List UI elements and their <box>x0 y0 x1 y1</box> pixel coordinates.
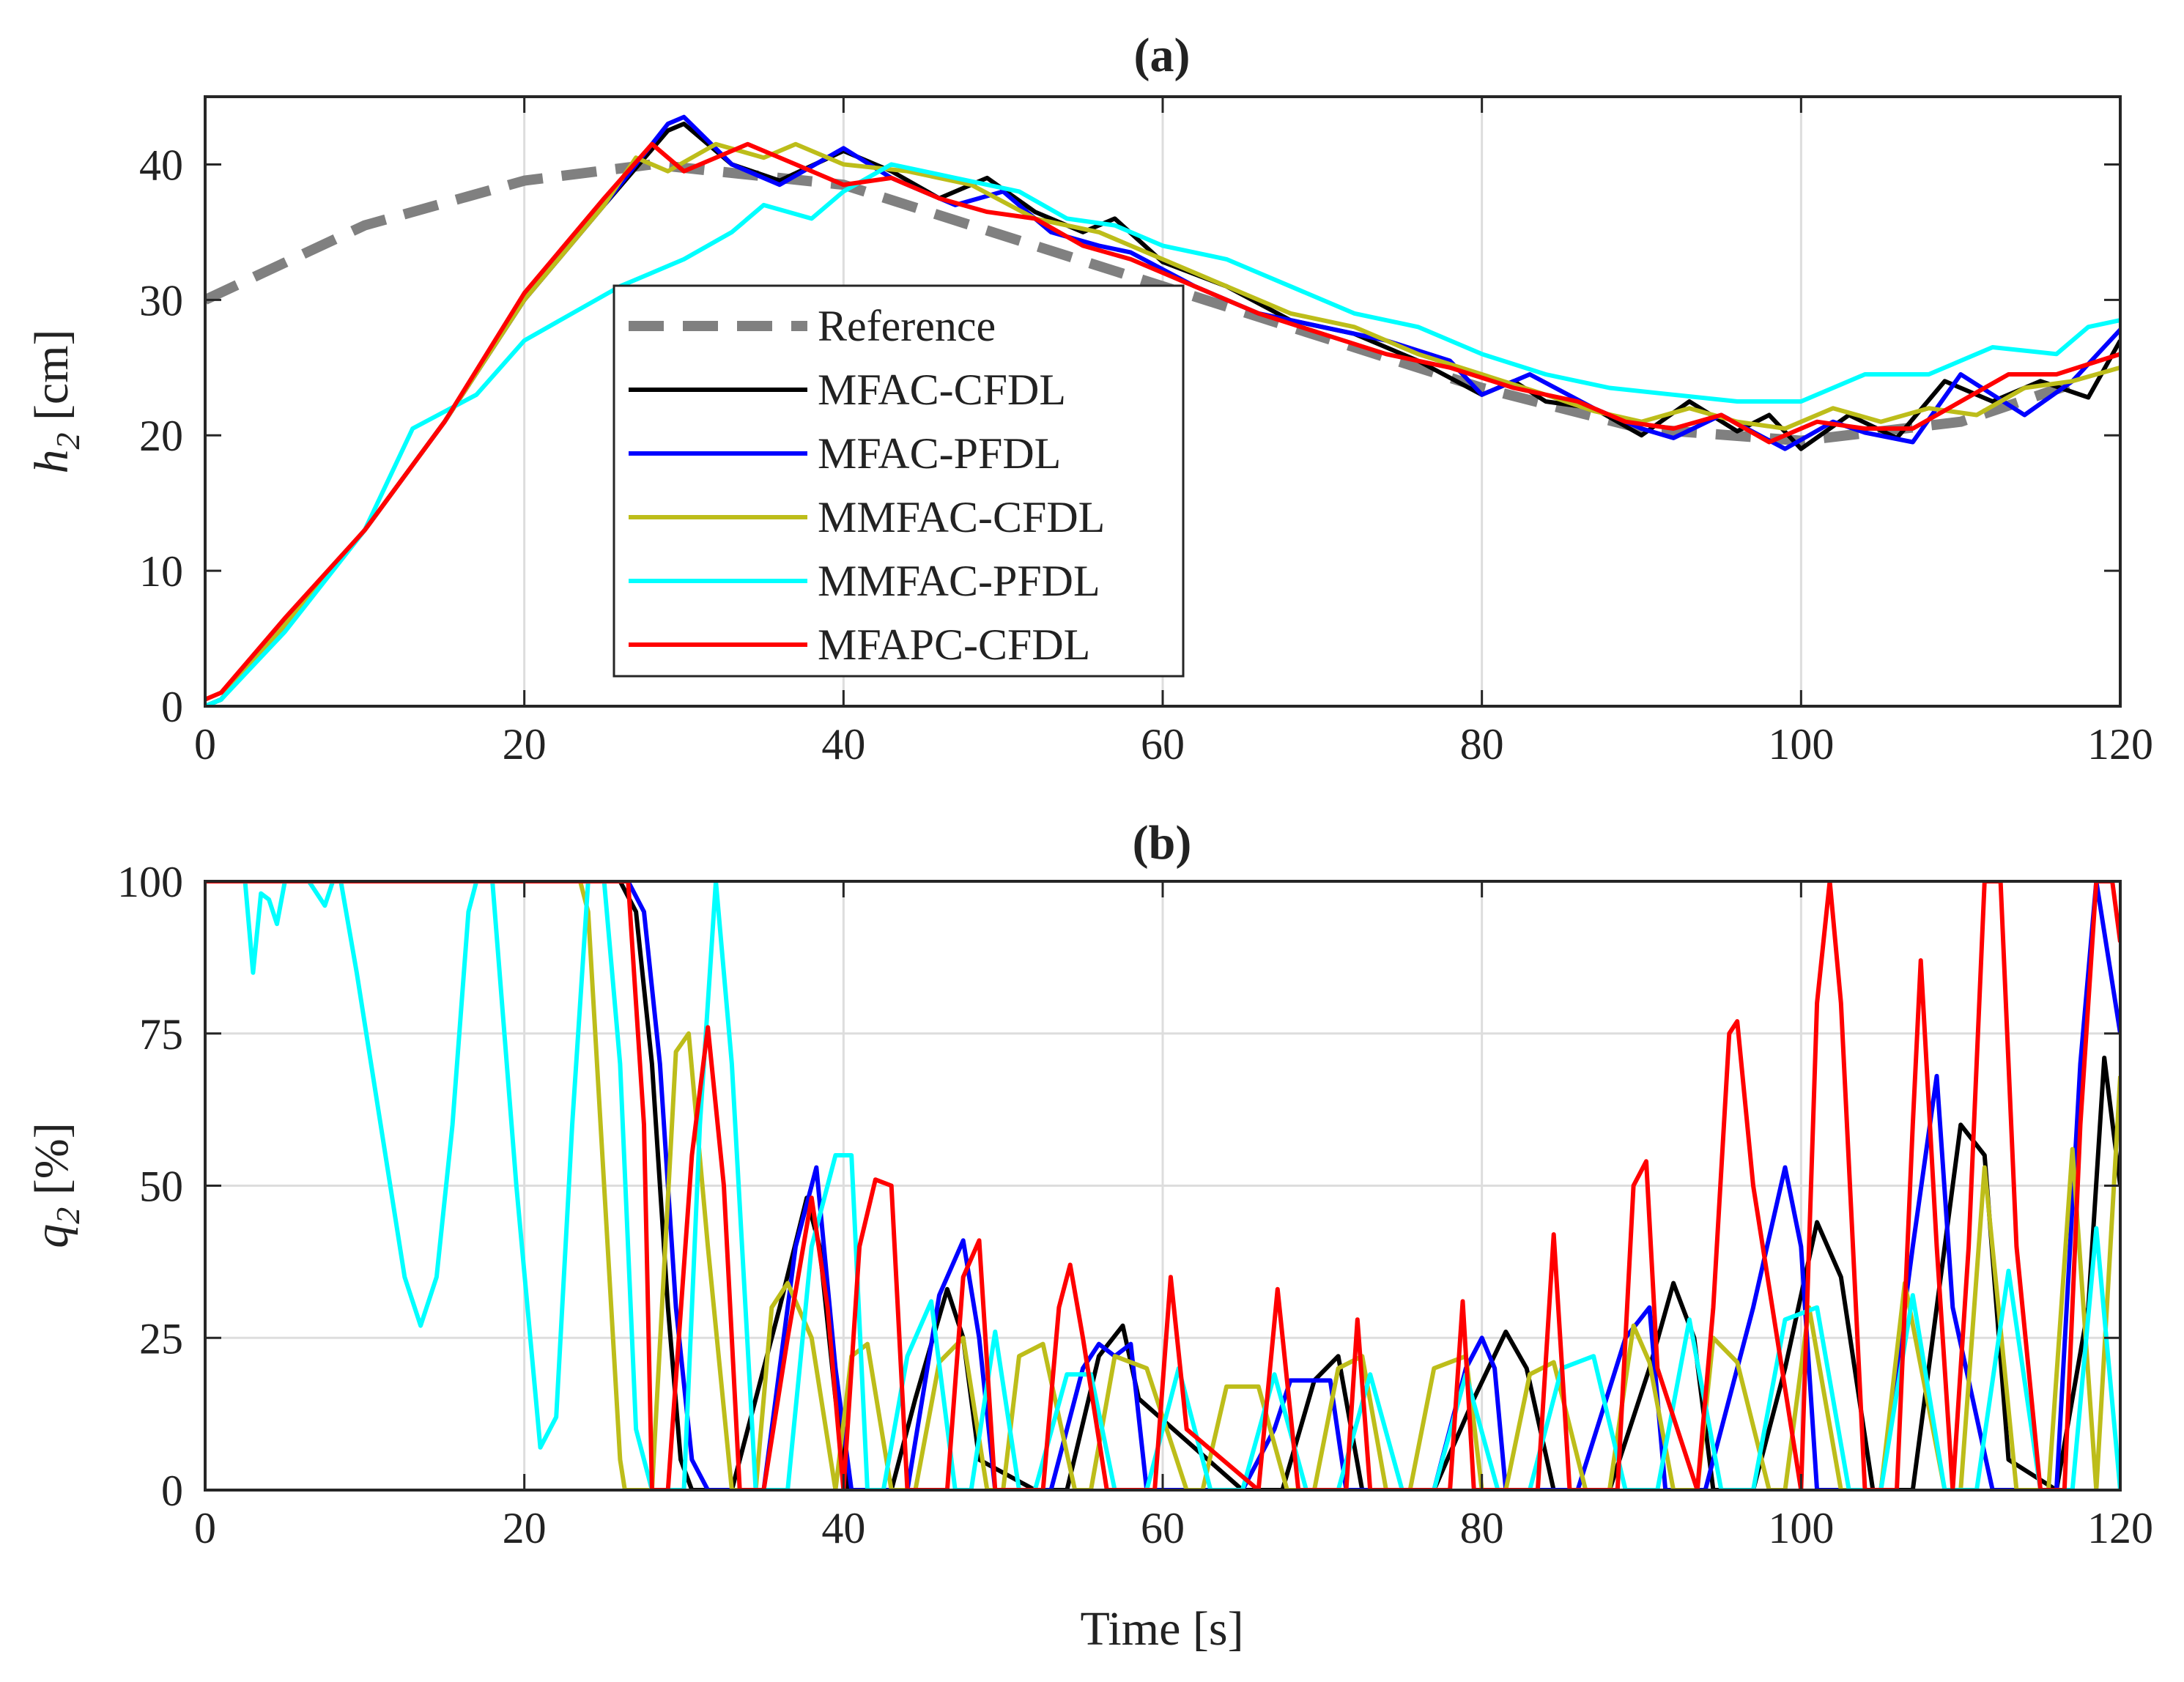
legend-label-mmfac-cfdl: MMFAC-CFDL <box>818 493 1105 541</box>
panel-b-series-mfapc-cfdl <box>205 881 2120 1490</box>
panel-b-y-label-var: q <box>25 1224 78 1248</box>
panel-a-y-tick-label-10: 10 <box>139 547 183 596</box>
panel-a-x-tick-label-100: 100 <box>1768 720 1834 768</box>
panel-b-y-ticks: 0 25 50 75 100 <box>117 858 2120 1515</box>
panel-b-plot-area <box>205 881 2120 1490</box>
panel-b-x-label: Time [s] <box>1080 1602 1243 1656</box>
panel-a-series-mmfac-cfdl <box>205 141 2120 706</box>
panel-a: (a) 0 20 40 60 80 100 120 0 10 20 30 40 h2 [cm] Re… <box>25 29 2153 768</box>
panel-b-y-tick-label-50: 50 <box>139 1163 183 1211</box>
panel-b-grid <box>205 881 2120 1490</box>
panel-a-x-tick-label-80: 80 <box>1460 720 1504 768</box>
legend-label-reference: Reference <box>818 302 996 350</box>
legend: Reference MFAC-CFDL MFAC-PFDL MMFAC-CFDL MMF… <box>612 284 1185 678</box>
panel-a-title: (a) <box>1134 29 1191 82</box>
legend-label-mfapc-cfdl: MFAPC-CFDL <box>818 620 1090 669</box>
panel-a-y-label-unit: [cm] <box>25 329 78 432</box>
legend-label-mmfac-pfdl: MMFAC-PFDL <box>818 557 1100 605</box>
panel-a-y-tick-label-0: 0 <box>161 683 183 731</box>
panel-a-x-tick-label-60: 60 <box>1141 720 1185 768</box>
panel-a-x-tick-label-0: 0 <box>194 720 216 768</box>
panel-a-x-tick-label-40: 40 <box>821 720 865 768</box>
panel-a-y-tick-label-30: 30 <box>139 276 183 325</box>
panel-b-x-tick-label-0: 0 <box>194 1504 216 1552</box>
legend-label-mfac-cfdl: MFAC-CFDL <box>818 366 1066 414</box>
panel-b-y-label-unit: [%] <box>25 1122 78 1207</box>
panel-a-y-label-var: h <box>25 450 78 474</box>
panel-b-x-tick-label-40: 40 <box>821 1504 865 1552</box>
panel-b-series-mfac-pfdl <box>205 881 2120 1490</box>
panel-b-x-ticks: 0 20 40 60 80 100 120 <box>194 881 2153 1552</box>
panel-b-y-tick-label-75: 75 <box>139 1010 183 1059</box>
panel-b-x-tick-label-20: 20 <box>503 1504 547 1552</box>
panel-a-y-label: h2 [cm] <box>25 329 86 473</box>
panel-a-x-tick-label-20: 20 <box>503 720 547 768</box>
panel-b-y-label: q2 [%] <box>25 1122 86 1248</box>
panel-b-y-label-sub: 2 <box>49 1207 86 1224</box>
panel-a-y-ticks: 0 10 20 30 40 <box>139 141 2120 731</box>
panel-b-series-mmfac-pfdl <box>205 881 2120 1490</box>
panel-b-y-tick-label-100: 100 <box>117 858 183 906</box>
panel-b-x-tick-label-80: 80 <box>1460 1504 1504 1552</box>
legend-entries: Reference MFAC-CFDL MFAC-PFDL MMFAC-CFDL MMF… <box>629 302 1105 669</box>
panel-b-x-tick-label-60: 60 <box>1141 1504 1185 1552</box>
panel-a-x-tick-label-120: 120 <box>2087 720 2153 768</box>
panel-a-series-mfapc-cfdl <box>205 141 2120 702</box>
panel-b-title: (b) <box>1133 816 1192 870</box>
panel-a-series-mmfac-pfdl <box>205 162 2120 706</box>
panel-b-y-tick-label-25: 25 <box>139 1314 183 1363</box>
panel-b: (b) 0 20 40 60 80 100 120 0 25 50 75 100 q2 [%] Ti… <box>25 816 2153 1656</box>
legend-box <box>612 284 1185 678</box>
panel-a-y-tick-label-20: 20 <box>139 412 183 460</box>
panel-b-x-tick-label-120: 120 <box>2087 1504 2153 1552</box>
panel-a-y-tick-label-40: 40 <box>139 141 183 189</box>
legend-label-mfac-pfdl: MFAC-PFDL <box>818 429 1061 478</box>
panel-a-x-ticks: 0 20 40 60 80 100 120 <box>194 97 2153 768</box>
panel-a-y-label-sub: 2 <box>49 433 86 450</box>
panel-b-y-tick-label-0: 0 <box>161 1467 183 1515</box>
panel-b-x-tick-label-100: 100 <box>1768 1504 1834 1552</box>
